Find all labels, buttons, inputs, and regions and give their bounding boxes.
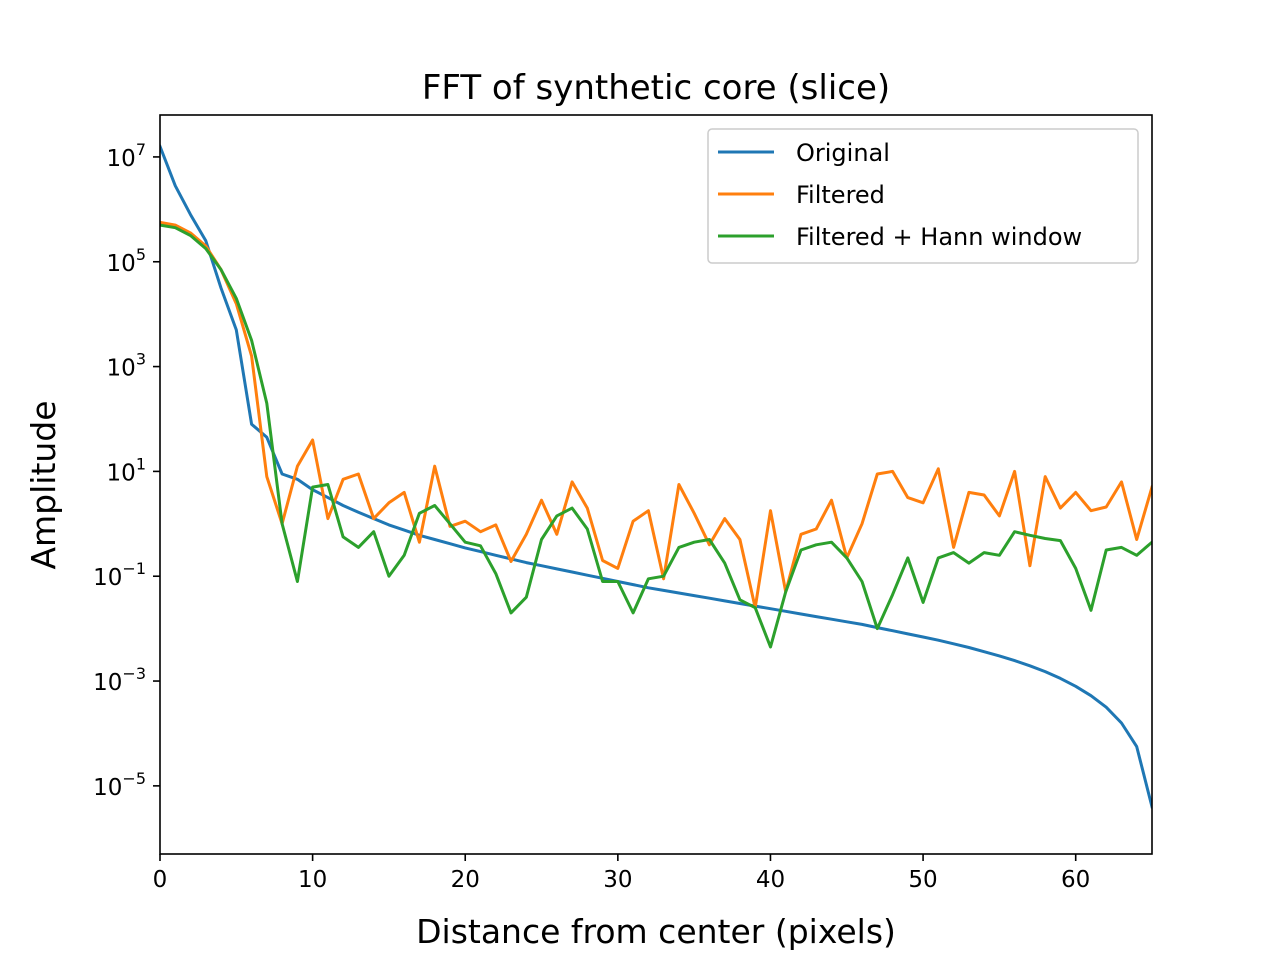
series-line-0 xyxy=(160,144,1152,809)
legend-box xyxy=(707,128,1139,264)
legend: Original Filtered Filtered + Hann window xyxy=(707,128,1139,264)
legend-label-1: Filtered xyxy=(796,181,885,209)
series-layer xyxy=(160,144,1152,809)
legend-label-0: Original xyxy=(796,139,890,167)
x-tick-label-5: 50 xyxy=(908,867,937,893)
x-tick-label-3: 30 xyxy=(603,867,632,893)
chart-title: FFT of synthetic core (slice) xyxy=(422,68,890,108)
x-tick-label-6: 60 xyxy=(1061,867,1090,893)
x-tick-label-2: 20 xyxy=(451,867,480,893)
x-tick-label-1: 10 xyxy=(298,867,327,893)
legend-label-2: Filtered + Hann window xyxy=(796,223,1082,251)
series-line-1 xyxy=(160,220,1152,610)
x-axis-label: Distance from center (pixels) xyxy=(416,912,896,951)
plot-frame xyxy=(159,114,1153,855)
y-axis-label: Amplitude xyxy=(24,400,63,569)
x-tick-label-4: 40 xyxy=(756,867,785,893)
series-line-2 xyxy=(160,223,1152,649)
x-tick-label-0: 0 xyxy=(153,867,168,893)
